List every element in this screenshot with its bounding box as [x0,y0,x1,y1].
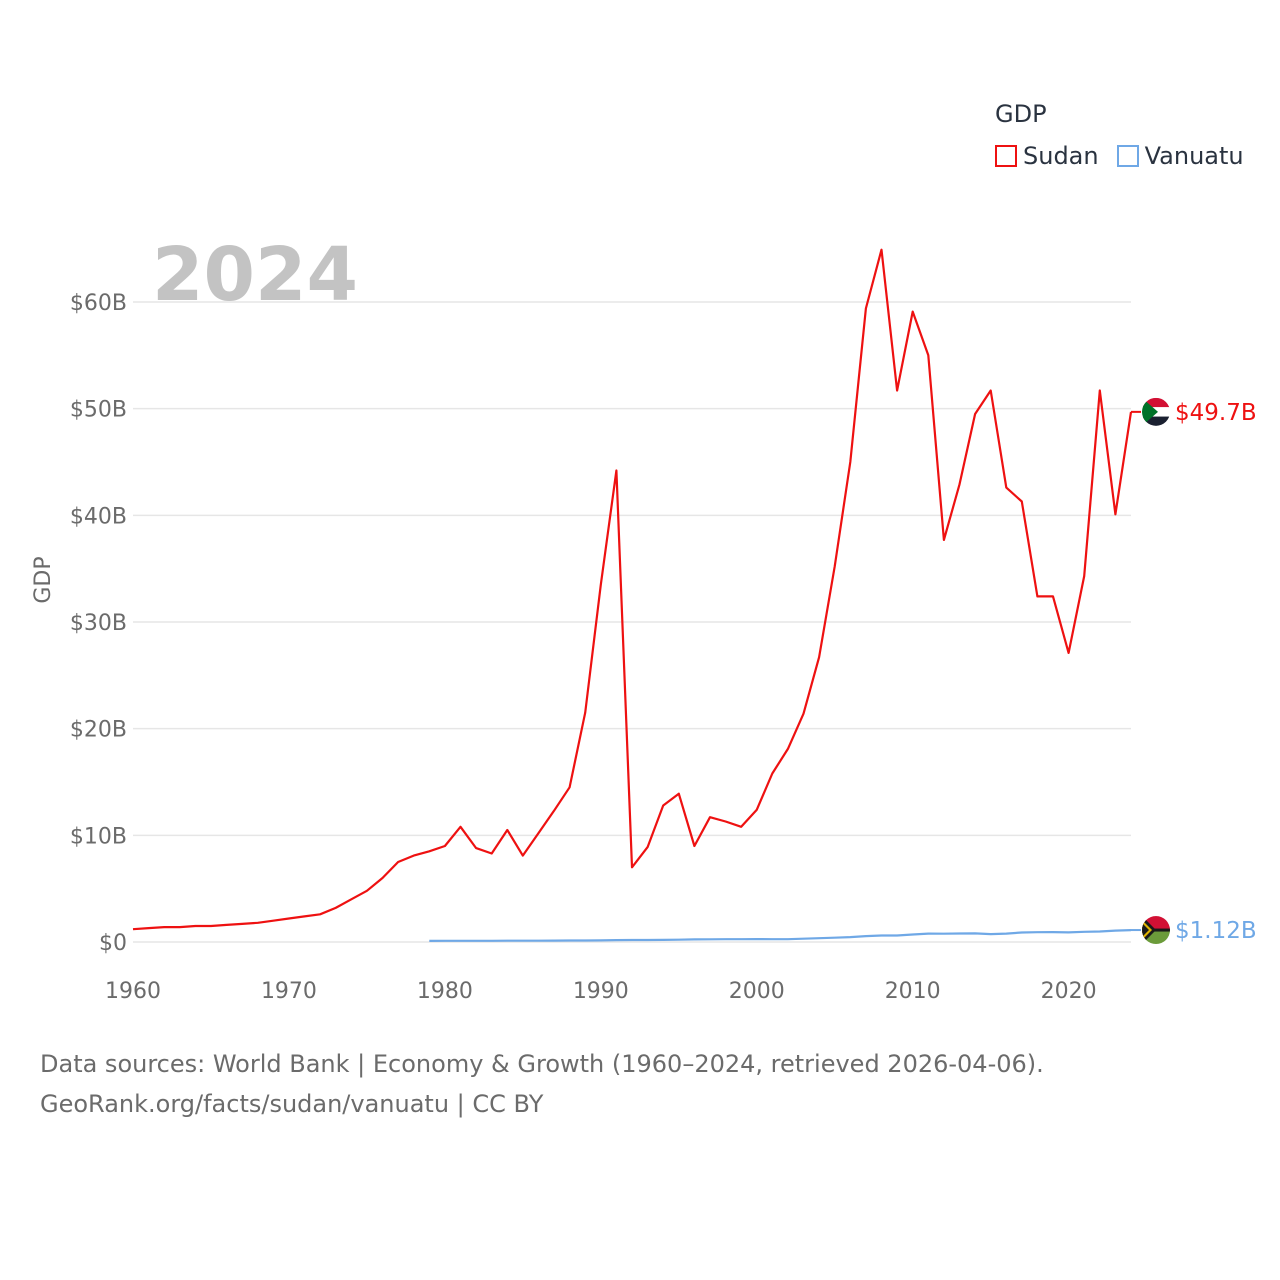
x-tick-label: 2000 [729,979,785,1004]
legend-swatch-vanuatu [1116,145,1139,167]
legend-item-vanuatu[interactable]: Vanuatu [1116,142,1244,170]
sudan-flag-icon [1142,397,1170,426]
legend-label-vanuatu: Vanuatu [1144,142,1244,170]
source-line-2[interactable]: GeoRank.org/facts/sudan/vanuatu | CC BY [40,1090,544,1118]
x-tick-label: 2010 [885,979,941,1004]
y-tick-label: $50B [70,398,127,423]
source-note: Data sources: World Bank | Economy & Gro… [40,1044,1044,1124]
end-label-sudan: $49.7B [1175,400,1257,426]
legend: Sudan Vanuatu [995,142,1262,170]
y-tick-label: $10B [70,824,127,849]
legend-title: GDP [995,100,1047,128]
series-lines [132,248,1141,943]
x-axis-ticks: 1960 1970 1980 1990 2000 2010 2020 [105,979,1097,1004]
gridlines [133,301,1131,943]
y-axis-ticks: $0 $10B $20B $30B $40B $50B $60B [70,291,127,956]
legend-label-sudan: Sudan [1023,142,1099,170]
x-tick-label: 1980 [417,979,473,1004]
end-labels: $49.7B $1.12B [1175,400,1257,944]
x-tick-label: 2020 [1041,979,1097,1004]
legend-swatch-sudan [995,145,1017,167]
x-tick-label: 1970 [261,979,317,1004]
end-markers [1142,397,1170,945]
y-tick-label: $60B [70,291,127,316]
y-tick-label: $0 [99,931,127,956]
x-tick-label: 1960 [105,979,161,1004]
x-tick-label: 1990 [573,979,629,1004]
y-tick-label: $40B [70,504,127,529]
y-tick-label: $20B [70,718,127,743]
end-label-vanuatu: $1.12B [1175,918,1257,944]
year-label: 2024 [152,232,358,318]
series-line-vanuatu [429,929,1132,943]
source-line-1: Data sources: World Bank | Economy & Gro… [40,1050,1044,1078]
vanuatu-flag-icon [1142,916,1170,945]
series-line-sudan [132,248,1133,931]
y-axis-label: GDP [31,556,56,603]
y-tick-label: $30B [70,611,127,636]
legend-item-sudan[interactable]: Sudan [995,142,1099,170]
